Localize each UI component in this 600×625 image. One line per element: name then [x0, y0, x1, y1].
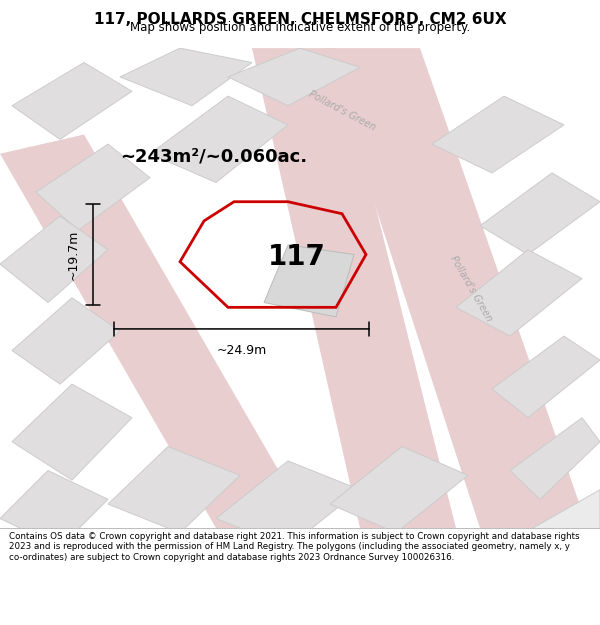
Text: Pollard's Green: Pollard's Green: [448, 254, 494, 322]
Polygon shape: [216, 461, 360, 548]
Polygon shape: [120, 48, 252, 106]
Polygon shape: [432, 96, 564, 173]
Polygon shape: [492, 336, 600, 418]
Polygon shape: [510, 418, 600, 499]
Polygon shape: [228, 48, 360, 106]
Polygon shape: [150, 96, 288, 182]
Text: ~19.7m: ~19.7m: [67, 229, 80, 280]
Polygon shape: [516, 490, 600, 557]
Text: Map shows position and indicative extent of the property.: Map shows position and indicative extent…: [130, 21, 470, 34]
Text: Contains OS data © Crown copyright and database right 2021. This information is : Contains OS data © Crown copyright and d…: [9, 532, 580, 562]
Polygon shape: [12, 62, 132, 139]
Polygon shape: [480, 173, 600, 254]
Polygon shape: [264, 245, 354, 317]
Polygon shape: [330, 446, 468, 533]
Polygon shape: [456, 250, 582, 336]
Text: ~24.9m: ~24.9m: [217, 344, 266, 357]
Polygon shape: [252, 48, 456, 528]
Polygon shape: [0, 471, 108, 548]
Text: 117: 117: [268, 243, 326, 271]
Polygon shape: [36, 144, 150, 231]
Polygon shape: [0, 216, 108, 302]
Polygon shape: [0, 134, 312, 528]
Text: 117, POLLARDS GREEN, CHELMSFORD, CM2 6UX: 117, POLLARDS GREEN, CHELMSFORD, CM2 6UX: [94, 12, 506, 27]
Text: Pollard's Green: Pollard's Green: [307, 89, 377, 132]
Polygon shape: [108, 446, 240, 533]
Polygon shape: [12, 384, 132, 480]
Text: ~243m²/~0.060ac.: ~243m²/~0.060ac.: [120, 148, 307, 166]
Polygon shape: [12, 298, 120, 384]
Polygon shape: [324, 48, 588, 528]
